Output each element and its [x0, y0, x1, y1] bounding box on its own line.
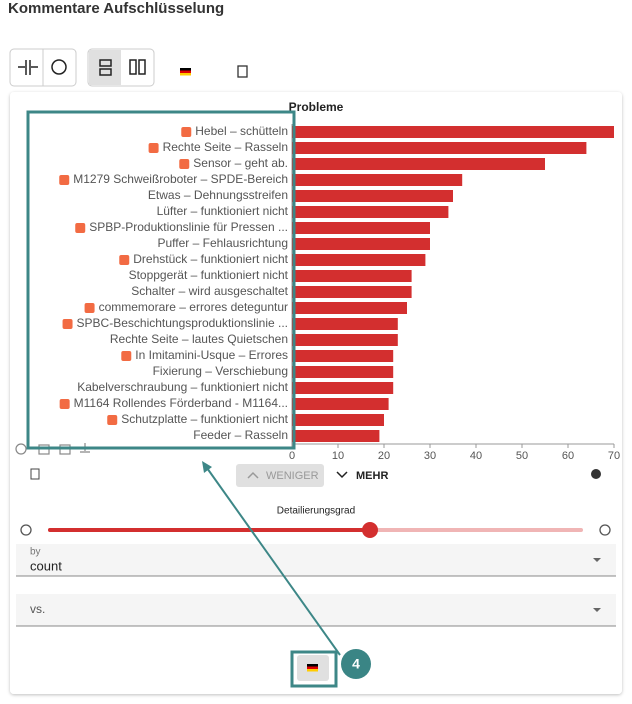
layout-button-active[interactable] — [89, 50, 121, 85]
emoji-icon[interactable] — [51, 59, 67, 75]
bar — [292, 270, 412, 282]
by-value: count — [30, 558, 62, 573]
y-tick-label: Hebel – schütteln — [195, 124, 288, 138]
bar — [292, 254, 426, 266]
y-tick-label: commemorare – errores deteguntur — [99, 300, 288, 314]
x-tick-label: 60 — [562, 450, 574, 462]
y-tick-label: Lüfter – funktioniert nicht — [157, 204, 289, 218]
zoom-out[interactable] — [20, 524, 32, 536]
callout-badge — [341, 649, 371, 679]
by-label: by — [30, 547, 41, 558]
bar — [292, 414, 384, 426]
highlight-box — [26, 110, 296, 450]
bar — [292, 430, 380, 442]
vs-label: vs. — [30, 602, 45, 616]
bar — [292, 334, 398, 346]
x-tick-label: 10 — [332, 450, 344, 462]
pie-icon[interactable] — [591, 469, 601, 479]
chevron-down — [336, 471, 348, 479]
y-tick-label: Schalter – wird ausgeschaltet — [131, 284, 288, 298]
slider-label: Detailierungsgrad — [277, 506, 355, 517]
page-title: Kommentare Aufschlüsselung — [8, 0, 224, 17]
layout-icons[interactable] — [99, 59, 146, 76]
chevron-up — [247, 471, 259, 479]
x-tick-label: 50 — [516, 450, 528, 462]
row-icon — [181, 127, 192, 137]
x-tick-label: 70 — [608, 450, 620, 462]
row-icon — [62, 319, 73, 329]
flag-icon — [307, 664, 318, 672]
bar — [292, 382, 394, 394]
y-tick-label: Rechte Seite – lautes Quietschen — [110, 332, 288, 346]
chart-title: Probleme — [289, 100, 344, 114]
row-icon — [75, 223, 86, 233]
y-tick-label: SPBC-Beschichtungsproduktionslinie ... — [77, 316, 288, 330]
bar — [292, 126, 614, 138]
row-icon — [59, 399, 70, 409]
y-tick-label: Feeder – Rasseln — [193, 428, 288, 442]
x-tick-label: 20 — [378, 450, 390, 462]
export-icon[interactable] — [237, 65, 248, 78]
less-button[interactable] — [236, 464, 324, 487]
highlight-box — [290, 650, 338, 688]
x-tick-label: 0 — [289, 450, 295, 462]
bar — [292, 158, 545, 170]
bar — [292, 366, 394, 378]
dropdown-arrow — [593, 558, 601, 562]
bar — [292, 398, 389, 410]
flag-icon[interactable] — [180, 68, 191, 76]
bar — [292, 222, 430, 234]
y-tick-label: Schutzplatte – funktioniert nicht — [121, 412, 288, 426]
y-tick-label: Fixierung – Verschiebung — [153, 364, 288, 378]
bar — [292, 142, 587, 154]
y-tick-label: Sensor – geht ab. — [193, 156, 288, 170]
x-tick-label: 40 — [470, 450, 482, 462]
y-tick-label: SPBP-Produktionslinie für Pressen ... — [89, 220, 288, 234]
bar — [292, 318, 398, 330]
row-icon — [121, 351, 132, 361]
y-tick-label: M1279 Schweißroboter – SPDE-Bereich — [73, 172, 288, 186]
row-icon — [119, 255, 130, 265]
y-tick-label: In Imitamini-Usque – Errores — [135, 348, 288, 362]
bar — [292, 302, 407, 314]
y-tick-label: Rechte Seite – Rasseln — [163, 140, 288, 154]
slider-thumb[interactable] — [362, 522, 378, 538]
bar — [292, 190, 453, 202]
dropdown-arrow — [593, 608, 601, 612]
y-tick-label: Drehstück – funktioniert nicht — [133, 252, 288, 266]
arrow-head — [202, 461, 212, 473]
bar — [292, 350, 394, 362]
compress-icon[interactable] — [18, 60, 38, 75]
bar — [292, 238, 430, 250]
row-icon — [59, 175, 70, 185]
callout-number: 4 — [352, 656, 360, 672]
y-tick-label: Etwas – Dehnungsstreifen — [148, 188, 288, 202]
y-tick-label: M1164 Rollendes Förderband - M1164... — [74, 396, 288, 410]
y-tick-label: Puffer – Fehlausrichtung — [157, 236, 288, 250]
more-label[interactable]: MEHR — [356, 470, 388, 482]
bar — [292, 206, 449, 218]
bar — [292, 286, 412, 298]
bar-chart: 0 10 20 30 40 50 60 70 Hebel – schütteln Rechte S… — [59, 124, 620, 462]
bar — [292, 174, 463, 186]
y-tick-label: Stoppgerät – funktioniert nicht — [129, 268, 289, 282]
row-icon — [84, 303, 95, 313]
slider-fill — [48, 528, 370, 532]
row-icon — [148, 143, 159, 153]
y-tick-label: Kabelverschraubung – funktioniert nicht — [77, 380, 288, 394]
callout-arrow — [206, 467, 341, 656]
excel-icon[interactable] — [30, 468, 40, 480]
row-icon — [107, 415, 118, 425]
zoom-in[interactable] — [599, 524, 611, 536]
x-tick-label: 30 — [424, 450, 436, 462]
by-select[interactable] — [16, 544, 616, 576]
less-label[interactable]: WENIGER — [266, 470, 319, 482]
row-icon — [179, 159, 190, 169]
